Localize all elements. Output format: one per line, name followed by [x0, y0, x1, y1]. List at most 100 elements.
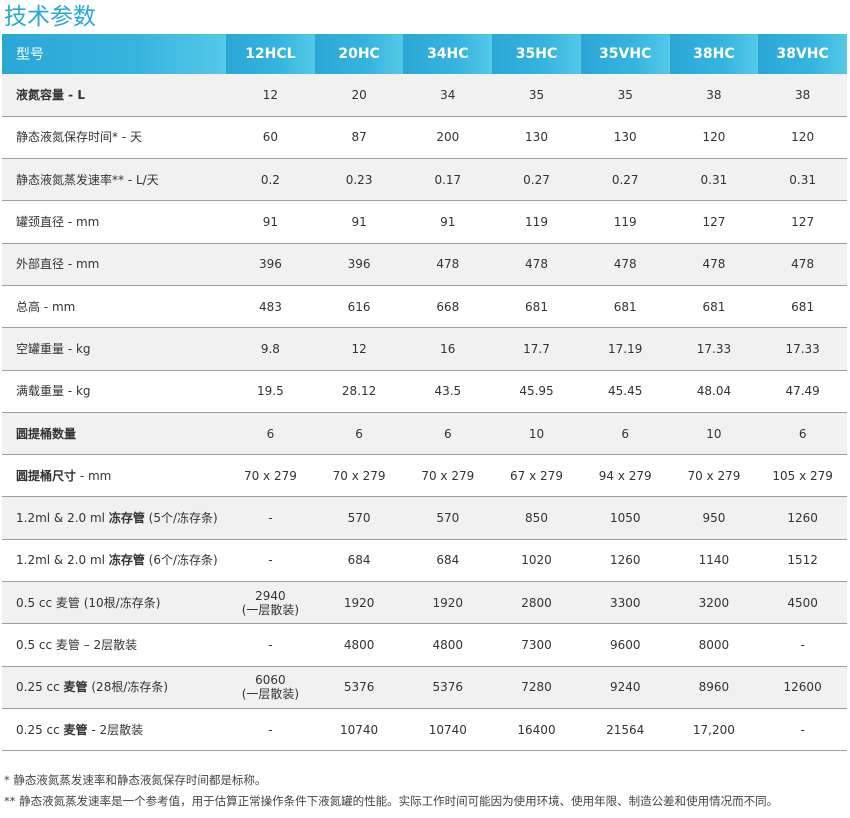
- table-cell: 684: [314, 539, 404, 583]
- row-label-segment: 液氮容量 - L: [16, 87, 85, 102]
- table-cell: 4800: [314, 623, 404, 667]
- table-cell: 91: [403, 200, 493, 244]
- row-label-segment: - mm: [76, 468, 112, 483]
- table-cell: 1920: [314, 581, 404, 625]
- table-cell: 8960: [669, 666, 759, 709]
- table-cell: 48.04: [669, 370, 759, 413]
- table-cell: 681: [758, 285, 847, 329]
- table-cell: 616: [314, 285, 404, 329]
- header-cell: 38VHC: [758, 34, 847, 74]
- table-cell: 200: [403, 116, 493, 160]
- row-label: 0.5 cc 麦管 (10根/冻存条): [2, 581, 227, 625]
- table-cell: 0.31: [758, 158, 847, 202]
- row-label-segment: (28根/冻存条): [87, 680, 169, 695]
- table-cell: 12: [314, 327, 404, 371]
- table-cell: 4500: [758, 581, 847, 625]
- table-cell: 668: [403, 285, 493, 329]
- table-cell: 127: [758, 200, 847, 244]
- row-label-segment: 空罐重量 - kg: [16, 341, 91, 356]
- table-cell: 0.27: [492, 158, 581, 202]
- table-cell: 70 x 279: [669, 454, 759, 498]
- table-cell: 16400: [492, 708, 581, 752]
- table-cell: 35: [492, 74, 581, 117]
- table-cell: 6: [226, 412, 315, 456]
- table-cell: 119: [492, 200, 581, 244]
- table-cell: 38: [669, 74, 759, 117]
- table-cell: 119: [580, 200, 670, 244]
- table-cell: 6: [403, 412, 493, 456]
- table-cell: 45.95: [492, 370, 581, 413]
- table-cell: 396: [314, 243, 404, 286]
- row-label-segment: 1.2ml & 2.0 ml: [16, 553, 109, 568]
- table-cell: 91: [314, 200, 404, 244]
- table-cell: 70 x 279: [226, 454, 315, 498]
- table-cell: 1260: [580, 539, 670, 583]
- header-cell: 12HCL: [226, 34, 315, 74]
- table-cell: -: [226, 708, 315, 752]
- table-cell: 130: [492, 116, 581, 160]
- table-cell: 87: [314, 116, 404, 160]
- table-cell: 10740: [314, 708, 404, 752]
- table-row: 满载重量 - kg 19.5 28.12 43.5 45.95 45.45 48.04 47.…: [2, 370, 847, 413]
- row-label-segment: 圆提桶数量: [16, 426, 77, 441]
- row-label: 1.2ml & 2.0 ml 冻存管 (5个/冻存条): [2, 496, 227, 540]
- footnotes: * 静态液氮蒸发速率和静态液氮保存时间都是标称。 ** 静态液氮蒸发速率是一个参…: [4, 770, 778, 812]
- table-header-row: 型号 12HCL 20HC 34HC 35HC 35VHC 38HC 38VHC: [2, 34, 847, 74]
- row-label-segment: 麦管: [63, 722, 88, 737]
- table-cell: 478: [492, 243, 581, 286]
- row-label-segment: 满载重量 - kg: [16, 384, 91, 399]
- row-label-segment: 罐颈直径 - mm: [16, 215, 100, 230]
- table-cell: 1920: [403, 581, 493, 625]
- table-row: 0.5 cc 麦管 (10根/冻存条) 2940 (一层散装) 1920 1920 28…: [2, 581, 847, 625]
- table-cell: -: [758, 708, 847, 752]
- table-cell: 483: [226, 285, 315, 329]
- row-label: 静态液氮保存时间* - 天: [2, 116, 227, 160]
- row-label-segment: 静态液氮保存时间* - 天: [16, 130, 142, 145]
- table-cell: 127: [669, 200, 759, 244]
- table-cell: 9600: [580, 623, 670, 667]
- table-cell: 570: [314, 496, 404, 540]
- row-label: 圆提桶尺寸 - mm: [2, 454, 227, 498]
- table-cell: 6060 (一层散装): [226, 666, 315, 709]
- table-cell: 12: [226, 74, 315, 117]
- table-cell: 91: [226, 200, 315, 244]
- row-label: 1.2ml & 2.0 ml 冻存管 (6个/冻存条): [2, 539, 227, 583]
- table-cell: 1020: [492, 539, 581, 583]
- header-cell: 35HC: [492, 34, 581, 74]
- row-label: 罐颈直径 - mm: [2, 200, 227, 244]
- table-cell: 2800: [492, 581, 581, 625]
- table-cell: 17,200: [669, 708, 759, 752]
- table-cell: 3200: [669, 581, 759, 625]
- table-cell: 16: [403, 327, 493, 371]
- table-row: 1.2ml & 2.0 ml 冻存管 (6个/冻存条) -684 684 1020 12…: [2, 539, 847, 583]
- header-cell: 35VHC: [580, 34, 670, 74]
- table-cell: 10: [492, 412, 581, 456]
- table-cell: 43.5: [403, 370, 493, 413]
- table-row: 0.25 cc 麦管 (28根/冻存条) 6060 (一层散装) 5376 5376 7…: [2, 666, 847, 709]
- table-cell: 67 x 279: [492, 454, 581, 498]
- table-cell: 94 x 279: [580, 454, 670, 498]
- table-row: 液氮容量 - L 12 20 34 35 35 38 38: [2, 74, 847, 117]
- table-cell: 570: [403, 496, 493, 540]
- table-cell: 1260: [758, 496, 847, 540]
- table-cell: 1140: [669, 539, 759, 583]
- table-cell: 950: [669, 496, 759, 540]
- row-label-segment: 静态液氮蒸发速率** - L/天: [16, 172, 159, 187]
- table-row: 静态液氮蒸发速率** - L/天 0.2 0.23 0.17 0.27 0.27 0.31 0…: [2, 158, 847, 202]
- table-cell: 5376: [314, 666, 404, 709]
- table-cell: 12600: [758, 666, 847, 709]
- table-cell: 684: [403, 539, 493, 583]
- table-row: 圆提桶数量 6 6 6 10 6 10 6: [2, 412, 847, 456]
- table-cell: 0.2: [226, 158, 315, 202]
- table-cell: 478: [758, 243, 847, 286]
- table-cell: 70 x 279: [403, 454, 493, 498]
- row-label-segment: 麦管: [63, 680, 88, 695]
- table-row: 0.25 cc 麦管 - 2层散装 -10740 10740 16400 21564 17…: [2, 708, 847, 752]
- header-cell: 20HC: [314, 34, 404, 74]
- table-cell: -: [226, 496, 315, 540]
- table-cell: 0.23: [314, 158, 404, 202]
- table-cell: 681: [669, 285, 759, 329]
- table-cell: 45.45: [580, 370, 670, 413]
- table-cell: 9.8: [226, 327, 315, 371]
- table-cell: 478: [403, 243, 493, 286]
